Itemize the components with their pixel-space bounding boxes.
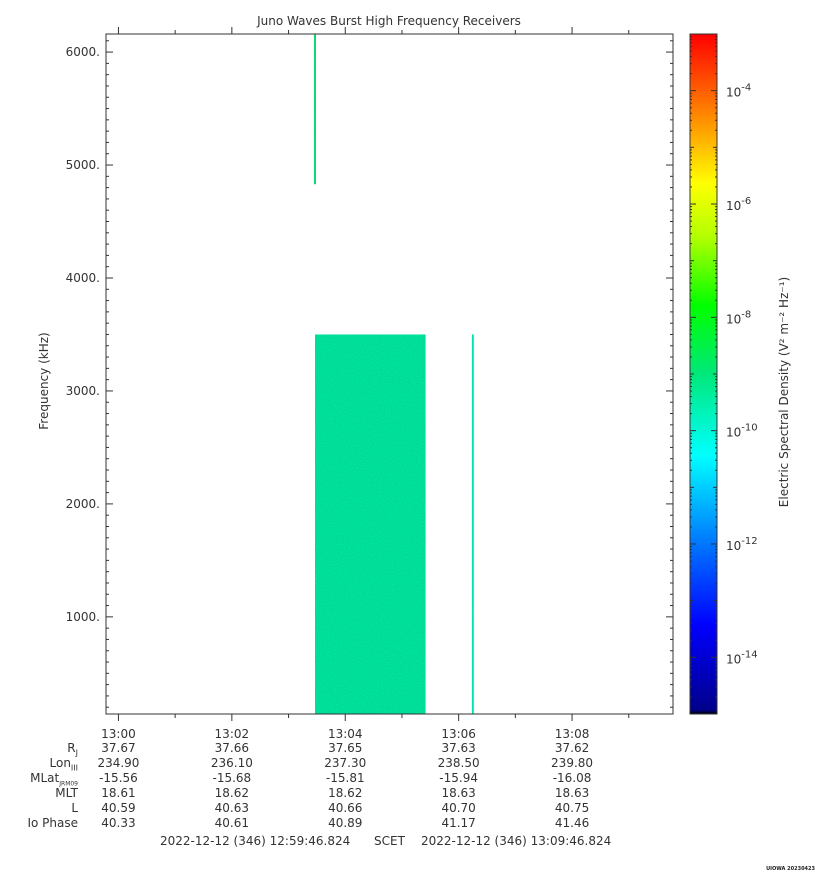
colorbar <box>689 33 718 715</box>
y-tick-label: 3000. <box>66 384 100 398</box>
ephemeris-value: 18.62 <box>328 786 363 800</box>
x-tick-label: 13:02 <box>215 727 250 741</box>
colorbar-label-text: Electric Spectral Density (V² m⁻² Hz⁻¹) <box>777 277 791 507</box>
colorbar-tick-label: 10-6 <box>726 196 751 213</box>
ephemeris-label: MLatJRM09 <box>30 771 78 788</box>
footer-start-time: 2022-12-12 (346) 12:59:46.824 <box>160 834 351 848</box>
ephemeris-value: 18.61 <box>101 786 136 800</box>
ephemeris-value: 37.63 <box>441 741 476 755</box>
ephemeris-value: 40.63 <box>214 801 250 815</box>
ephemeris-label: LonIII <box>49 756 79 773</box>
ephemeris-value: 236.10 <box>210 756 253 770</box>
ephemeris-value: 37.66 <box>214 741 250 755</box>
ephemeris-value: -15.81 <box>325 771 365 785</box>
plot-frame <box>105 33 674 715</box>
y-tick-label: 6000. <box>66 45 100 59</box>
y-tick-label: 5000. <box>66 158 100 172</box>
colorbar-tick-label: 10-10 <box>726 423 758 440</box>
colorbar-tick-label: 10-8 <box>726 309 751 326</box>
ephemeris-value: 40.89 <box>328 816 363 830</box>
y-axis-label: Frequency (kHz) <box>37 332 51 429</box>
ephemeris-value: 40.70 <box>441 801 476 815</box>
ephemeris-value: 40.75 <box>554 801 590 815</box>
ephemeris-value: 18.63 <box>441 786 476 800</box>
colorbar-tick-label: 10-4 <box>726 83 751 100</box>
footer-end-time: 2022-12-12 (346) 13:09:46.824 <box>421 834 612 848</box>
ephemeris-value: 18.62 <box>214 786 250 800</box>
ephemeris-value: -15.56 <box>99 771 138 785</box>
x-tick-label: 13:04 <box>328 727 363 741</box>
ephemeris-value: 18.63 <box>554 786 590 800</box>
y-tick-label: 1000. <box>66 610 100 624</box>
colorbar-axis: 10-14 10-12 10-10 10-8 10-6 10-4 <box>690 33 758 715</box>
ephemeris-value: 41.17 <box>441 816 476 830</box>
ephemeris-value: 40.66 <box>328 801 363 815</box>
chart-title: Juno Waves Burst High Frequency Receiver… <box>256 14 521 28</box>
ephemeris-value: 234.90 <box>97 756 140 770</box>
ephemeris-value: 37.67 <box>101 741 136 755</box>
data-block-2 <box>314 34 316 185</box>
ephemeris-value: -16.08 <box>552 771 592 785</box>
ephemeris-value: 40.59 <box>101 801 136 815</box>
x-tick-label: 13:00 <box>101 727 136 741</box>
ephemeris-value: -15.68 <box>212 771 252 785</box>
version-stamp: UIOWA 20230423 <box>766 866 815 872</box>
data-block-3 <box>471 334 474 714</box>
footer-scet: SCET <box>374 834 405 848</box>
ephemeris-label: Io Phase <box>27 816 78 830</box>
colorbar-tick-label: 10-12 <box>726 536 758 553</box>
axis-layer: 1000. 2000. 3000. 4000. 5000. 6000. 13:00 13:02… <box>66 27 673 741</box>
data-block-1 <box>315 334 426 714</box>
y-tick-label: 4000. <box>66 271 100 285</box>
x-tick-label: 13:08 <box>555 727 590 741</box>
ephemeris-value: 238.50 <box>437 756 480 770</box>
ephemeris-value: 40.61 <box>214 816 250 830</box>
ephemeris-label: L <box>71 801 78 815</box>
ephemeris-value: 37.62 <box>554 741 590 755</box>
y-tick-label: 2000. <box>66 497 100 511</box>
ephemeris-value: 40.33 <box>101 816 136 830</box>
ephemeris-value: 37.65 <box>328 741 363 755</box>
ephemeris-value: -15.94 <box>439 771 478 785</box>
ephemeris-value: 239.80 <box>551 756 594 770</box>
ephemeris-label: MLT <box>55 786 78 800</box>
ephemeris-value: 237.30 <box>324 756 367 770</box>
ephemeris-value: 41.46 <box>554 816 590 830</box>
x-tick-label: 13:06 <box>441 727 476 741</box>
colorbar-tick-label: 10-14 <box>726 649 758 666</box>
data-layer <box>314 34 474 714</box>
ephemeris-label: RJ <box>67 741 78 758</box>
colorbar-label: Electric Spectral Density (V² m⁻² Hz⁻¹) <box>777 277 791 507</box>
